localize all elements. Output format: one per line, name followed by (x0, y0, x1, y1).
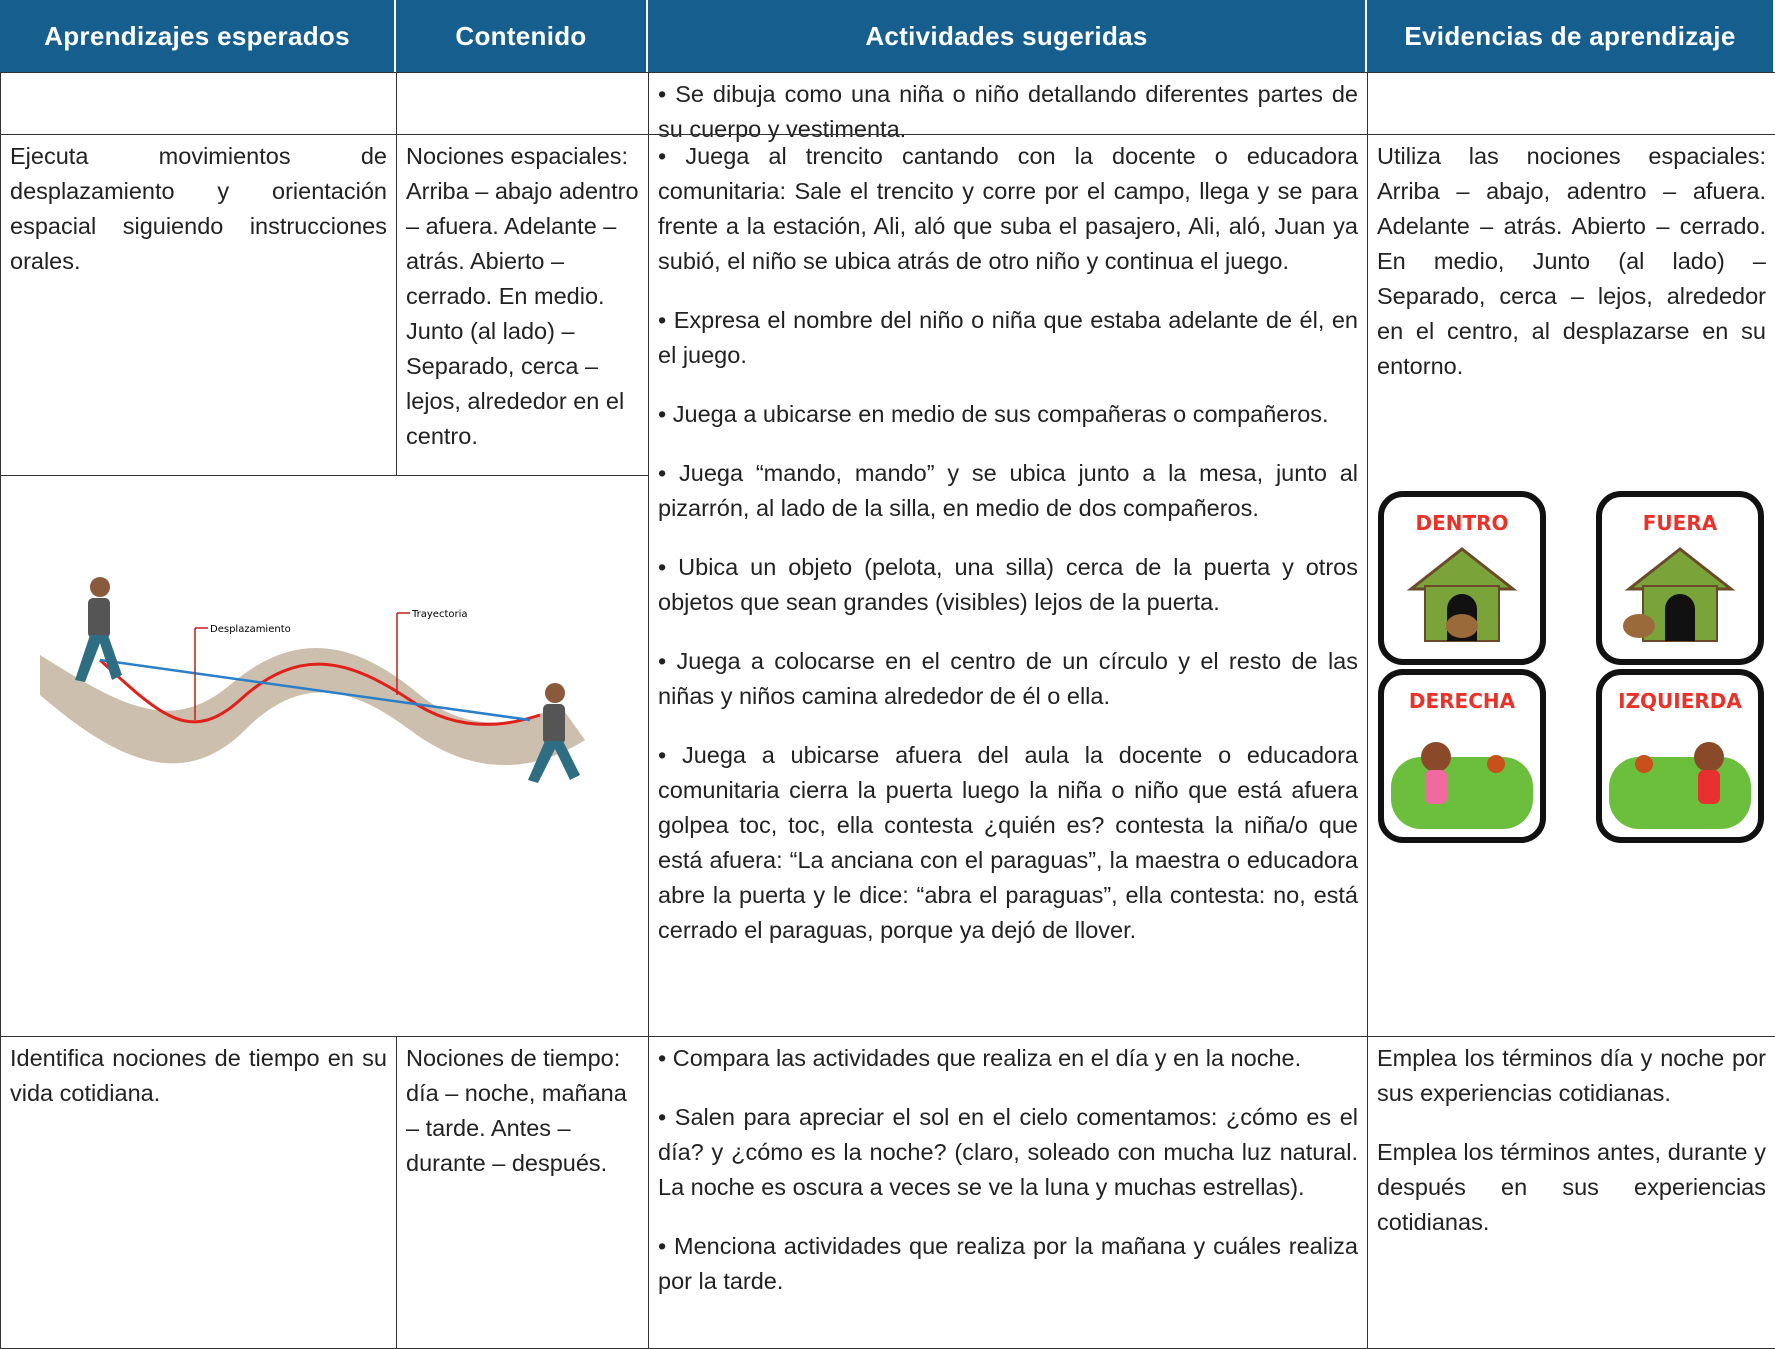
paragraph: Salen para apreciar el sol en el cielo c… (658, 1100, 1358, 1205)
shape (1635, 755, 1653, 773)
shape (1487, 755, 1505, 773)
paragraph: Juega a ubicarse en medio de sus compañe… (658, 397, 1358, 432)
path-label: Desplazamiento (210, 624, 291, 635)
paragraph: Juega al trencito cantando con la docent… (658, 139, 1358, 279)
paragraph: Juega a ubicarse afuera del aula la doce… (658, 738, 1358, 948)
shape (1446, 614, 1478, 638)
paragraph: Ejecuta movimientos de desplazamiento y … (10, 143, 387, 274)
expected-cell: Ejecuta movimientos de desplazamiento y … (0, 134, 397, 476)
shape (1665, 594, 1695, 641)
column-header: Evidencias de aprendizaje (1367, 0, 1775, 72)
paragraph: Juega “mando, mando” y se ubica junto a … (658, 456, 1358, 526)
expected-cell: Identifica nociones de tiempo en su vida… (0, 1036, 397, 1349)
activities-cell: Se dibuja como una niña o niño detalland… (648, 72, 1368, 142)
paragraph: Compara las actividades que realiza en e… (658, 1041, 1358, 1076)
shape (1609, 757, 1751, 829)
card-label: IZQUIERDA (1618, 689, 1742, 713)
paragraph: Se dibuja como una niña o niño detalland… (658, 77, 1358, 147)
walking-illustration: Desplazamiento Trayectoria (40, 577, 585, 783)
content-cell: Nociones espaciales: Arriba – abajo aden… (396, 134, 649, 476)
paragraph: Ubica un objeto (pelota, una silla) cerc… (658, 550, 1358, 620)
paragraph: Expresa el nombre del niño o niña que es… (658, 303, 1358, 373)
activities-cell: Compara las actividades que realiza en e… (648, 1036, 1368, 1349)
evidence-cell: Utiliza las nociones espaciales: Arriba … (1367, 134, 1775, 1037)
column-header: Contenido (396, 0, 648, 72)
paragraph: Nociones de tiempo: día – noche, mañana … (406, 1045, 627, 1176)
paragraph: Identifica nociones de tiempo en su vida… (10, 1045, 387, 1106)
paragraph: Emplea los términos día y noche por sus … (1377, 1045, 1766, 1106)
path-label: Trayectoria (411, 609, 468, 620)
shape (1425, 770, 1447, 804)
paragraph: Menciona actividades que realiza por la … (658, 1229, 1358, 1299)
shape (1421, 742, 1451, 772)
paragraph: Juega a colocarse en el centro de un cír… (658, 644, 1358, 714)
card-label: FUERA (1643, 511, 1718, 535)
card-label: DENTRO (1415, 511, 1508, 535)
shape (1391, 757, 1533, 829)
cell (1367, 72, 1775, 135)
shape (1698, 770, 1720, 804)
paragraph: Utiliza las nociones espaciales: Arriba … (1377, 143, 1766, 379)
cell (396, 72, 649, 135)
cards-illustration: DENTRO FUERA DERECHA IZQUIERDA (1378, 491, 1764, 843)
column-header: Aprendizajes esperados (0, 0, 396, 72)
shape (1694, 742, 1724, 772)
column-header: Actividades sugeridas (648, 0, 1367, 72)
shape (1623, 614, 1655, 638)
activities-cell: Juega al trencito cantando con la docent… (648, 134, 1368, 1037)
cell (0, 72, 397, 135)
paragraph: Emplea los términos antes, durante y des… (1377, 1139, 1766, 1235)
card-label: DERECHA (1409, 689, 1516, 713)
evidence-cell: Emplea los términos día y noche por sus … (1367, 1036, 1775, 1349)
content-cell: Nociones de tiempo: día – noche, mañana … (396, 1036, 649, 1349)
paragraph: Nociones espaciales: Arriba – abajo aden… (406, 143, 639, 449)
